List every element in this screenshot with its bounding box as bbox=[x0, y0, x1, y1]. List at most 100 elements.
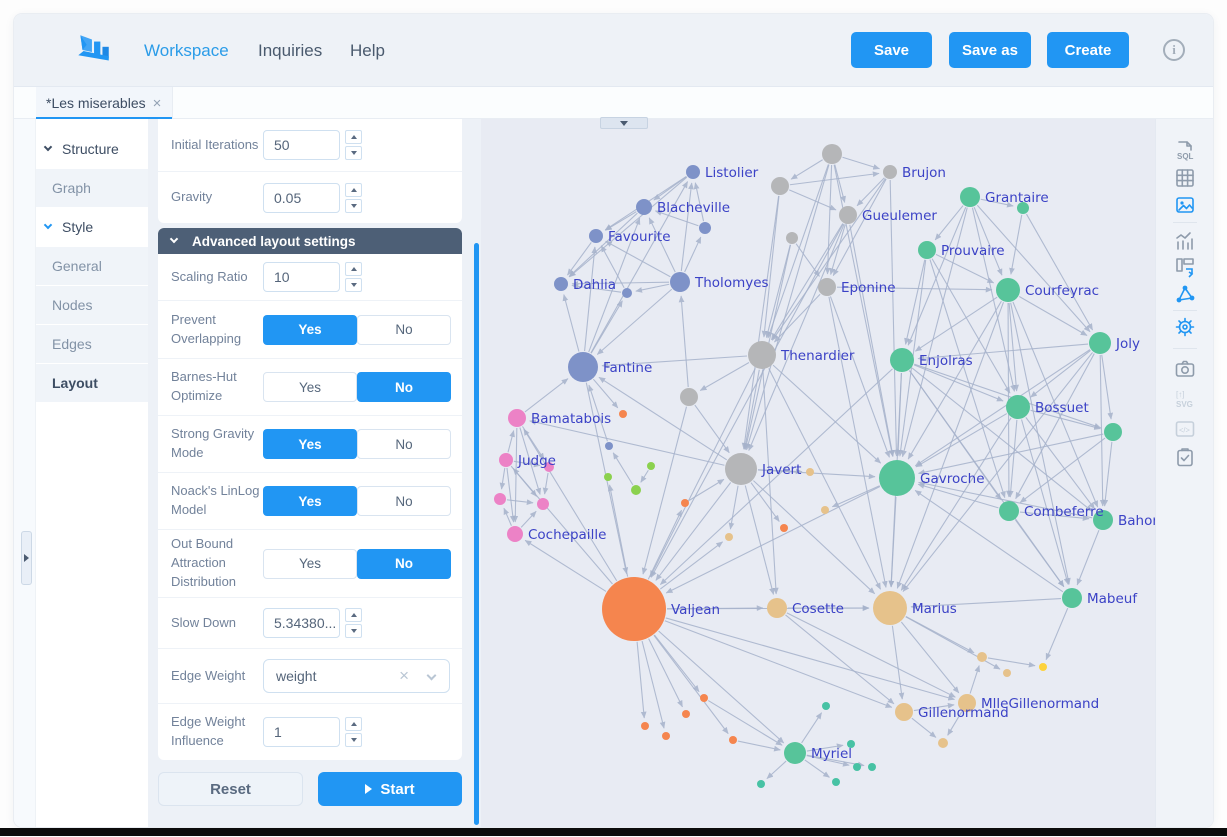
graph-canvas[interactable]: Listolier Blacheville Favourite Dahlia Tholo… bbox=[481, 119, 1155, 827]
nav-help[interactable]: Help bbox=[350, 40, 385, 60]
graph-node-cochepaille[interactable] bbox=[507, 526, 523, 542]
advanced-settings-header[interactable]: Advanced layout settings bbox=[158, 228, 462, 254]
graph-node-prouvaire[interactable] bbox=[918, 241, 936, 259]
start-button[interactable]: Start bbox=[318, 772, 462, 806]
graph-node-gillenormand[interactable] bbox=[895, 703, 913, 721]
nav-inquiries[interactable]: Inquiries bbox=[258, 40, 323, 60]
info-icon[interactable]: i bbox=[1163, 39, 1185, 61]
edge-weight-select[interactable]: weight × bbox=[263, 659, 450, 693]
sidebar-item-general[interactable]: General bbox=[36, 247, 148, 285]
sql-file-icon[interactable]: SQL bbox=[1174, 140, 1196, 162]
spinner-up-button[interactable] bbox=[345, 717, 362, 731]
graph-node-ov2[interactable] bbox=[662, 732, 670, 740]
spinner-up-button[interactable] bbox=[345, 262, 362, 276]
noack-s-linlog-model-no-option[interactable]: No bbox=[357, 486, 451, 516]
graph-node-listolier[interactable] bbox=[686, 165, 700, 179]
graph-node-judge[interactable] bbox=[499, 453, 513, 467]
graph-node-l2[interactable] bbox=[631, 485, 641, 495]
graph-node-t2[interactable] bbox=[821, 506, 829, 514]
graph-node-mabeuf[interactable] bbox=[1062, 588, 1082, 608]
spinner-up-button[interactable] bbox=[345, 182, 362, 197]
spinner-up-button[interactable] bbox=[345, 130, 362, 144]
graph-node-brujon[interactable] bbox=[883, 165, 897, 179]
spinner-down-button[interactable] bbox=[345, 146, 362, 160]
network-icon[interactable] bbox=[1174, 283, 1196, 305]
graph-node-l3[interactable] bbox=[647, 462, 655, 470]
graph-node-g2[interactable] bbox=[1104, 423, 1122, 441]
save-button[interactable]: Save bbox=[851, 32, 932, 68]
graph-node-u6[interactable] bbox=[680, 388, 698, 406]
graph-node-joly[interactable] bbox=[1089, 332, 1111, 354]
graph-node-u1[interactable] bbox=[622, 288, 632, 298]
graph-node-o1[interactable] bbox=[619, 410, 627, 418]
graph-node-grantaire[interactable] bbox=[960, 187, 980, 207]
graph-node-p2[interactable] bbox=[494, 493, 506, 505]
barnes-hut-optimize-no-option[interactable]: No bbox=[357, 372, 451, 402]
gear-icon[interactable] bbox=[1174, 316, 1196, 338]
graph-node-eponine[interactable] bbox=[818, 278, 836, 296]
graph-node-o2[interactable] bbox=[681, 499, 689, 507]
network-graph[interactable]: Listolier Blacheville Favourite Dahlia Tholo… bbox=[481, 119, 1155, 827]
tab-close-icon[interactable]: × bbox=[152, 94, 162, 112]
sidebar-item-structure[interactable]: Structure bbox=[36, 130, 148, 168]
graph-node-mllegillenormand[interactable] bbox=[958, 694, 976, 712]
graph-node-m4[interactable] bbox=[868, 763, 876, 771]
slow-down-input[interactable] bbox=[263, 608, 340, 638]
graph-node-bahore[interactable] bbox=[1093, 510, 1113, 530]
graph-node-dahlia[interactable] bbox=[554, 277, 568, 291]
table-icon[interactable] bbox=[1174, 167, 1196, 189]
spinner-up-button[interactable] bbox=[345, 608, 362, 622]
canvas-collapse-handle[interactable] bbox=[600, 117, 648, 129]
graph-node-fantine[interactable] bbox=[568, 352, 598, 382]
graph-node-courfeyrac[interactable] bbox=[996, 278, 1020, 302]
graph-node-m6[interactable] bbox=[757, 780, 765, 788]
graph-node-valjean[interactable] bbox=[602, 577, 666, 641]
graph-node-marius[interactable] bbox=[873, 591, 907, 625]
graph-node-u4[interactable] bbox=[771, 177, 789, 195]
graph-node-combeferre[interactable] bbox=[999, 501, 1019, 521]
graph-node-m5[interactable] bbox=[832, 778, 840, 786]
image-icon[interactable] bbox=[1174, 194, 1196, 216]
edge-weight-influence-input[interactable] bbox=[263, 717, 340, 747]
scaling-ratio-input[interactable] bbox=[263, 262, 340, 292]
graph-node-m3[interactable] bbox=[853, 763, 861, 771]
reset-button[interactable]: Reset bbox=[158, 772, 303, 806]
graph-node-thenardier[interactable] bbox=[748, 341, 776, 369]
graph-node-p3[interactable] bbox=[537, 498, 549, 510]
graph-node-t5[interactable] bbox=[1003, 669, 1011, 677]
noack-s-linlog-model-yes-option[interactable]: Yes bbox=[263, 486, 357, 516]
out-bound-attraction-distribution-no-option[interactable]: No bbox=[357, 548, 451, 579]
out-bound-attraction-distribution-yes-option[interactable]: Yes bbox=[263, 548, 357, 579]
graph-node-ov4[interactable] bbox=[700, 694, 708, 702]
sidebar-item-style[interactable]: Style bbox=[36, 208, 148, 246]
graph-node-g1[interactable] bbox=[1017, 202, 1029, 214]
graph-node-bossuet[interactable] bbox=[1006, 395, 1030, 419]
strong-gravity-mode-no-option[interactable]: No bbox=[357, 429, 451, 459]
panel-expand-handle[interactable] bbox=[21, 531, 32, 585]
prevent-overlapping-no-option[interactable]: No bbox=[357, 314, 451, 345]
graph-node-m1[interactable] bbox=[822, 702, 830, 710]
graph-node-blacheville[interactable] bbox=[636, 199, 652, 215]
app-logo-icon[interactable] bbox=[72, 30, 114, 72]
spinner-down-button[interactable] bbox=[345, 278, 362, 292]
graph-node-myriel[interactable] bbox=[784, 742, 806, 764]
graph-node-ov3[interactable] bbox=[682, 710, 690, 718]
graph-node-t3[interactable] bbox=[725, 533, 733, 541]
clipboard-icon[interactable] bbox=[1174, 446, 1196, 468]
graph-node-u2[interactable] bbox=[699, 222, 711, 234]
strong-gravity-mode-yes-option[interactable]: Yes bbox=[263, 429, 357, 459]
graph-node-enjolras[interactable] bbox=[890, 348, 914, 372]
graph-node-l1[interactable] bbox=[604, 473, 612, 481]
graph-node-u5[interactable] bbox=[786, 232, 798, 244]
clear-icon[interactable]: × bbox=[399, 666, 409, 685]
sidebar-item-edges[interactable]: Edges bbox=[36, 325, 148, 363]
graph-node-u3[interactable] bbox=[822, 144, 842, 164]
sidebar-item-layout[interactable]: Layout bbox=[36, 364, 148, 402]
graph-node-t6[interactable] bbox=[938, 738, 948, 748]
graph-node-o3[interactable] bbox=[780, 524, 788, 532]
graph-node-ov5[interactable] bbox=[729, 736, 737, 744]
graph-node-gavroche[interactable] bbox=[879, 460, 915, 496]
barnes-hut-optimize-yes-option[interactable]: Yes bbox=[263, 372, 357, 402]
gravity-input[interactable] bbox=[263, 182, 340, 213]
spinner-down-button[interactable] bbox=[345, 198, 362, 213]
